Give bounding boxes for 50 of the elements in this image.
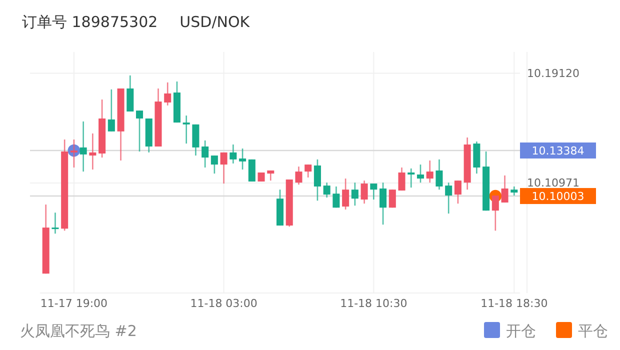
candlestick (52, 212, 59, 234)
x-tick-label: 11-18 03:00 (190, 296, 258, 310)
candlestick (510, 186, 518, 196)
chart-title: 订单号 189875302 (22, 13, 158, 31)
candlestick (230, 144, 237, 164)
ref-line-label: 10.13384 (532, 144, 584, 158)
candlestick (239, 148, 246, 170)
legend-label: 平仓 (578, 322, 608, 340)
candlestick (192, 124, 200, 156)
candlestick (89, 132, 96, 170)
candlestick (360, 180, 368, 204)
candlestick (370, 182, 378, 200)
candlestick (136, 110, 144, 152)
candlestick (426, 160, 434, 184)
text: 火凤凰不死鸟 #2 (20, 322, 137, 340)
legend-label: 开仓 (506, 322, 536, 340)
candlestick (304, 164, 312, 178)
candlestick (108, 88, 115, 132)
candlestick (323, 182, 330, 198)
y-tick-label: 10.19120 (527, 66, 580, 80)
candlestick (164, 82, 172, 106)
candlestick (126, 74, 134, 112)
chart-subtitle: USD/NOK (180, 13, 251, 31)
candlestick (454, 180, 462, 204)
candlestick (210, 154, 218, 174)
x-tick-label: 11-18 10:30 (340, 296, 408, 310)
candlestick (492, 194, 499, 232)
y-tick-label: 10.10971 (527, 176, 580, 190)
x-tick-label: 11-17 19:00 (40, 296, 108, 310)
candlestick (436, 158, 443, 190)
candlestick (501, 174, 508, 204)
candlestick (398, 166, 406, 192)
candlestick (202, 140, 209, 168)
candlestick (295, 166, 302, 186)
candlestick (342, 178, 350, 210)
candlestick (332, 186, 340, 208)
candlestick (416, 164, 424, 184)
candlestick (445, 182, 452, 214)
candlestick (70, 138, 78, 168)
candlestick (220, 152, 228, 184)
candlestick (314, 158, 321, 202)
candlestick (351, 182, 358, 206)
candlestick (80, 120, 87, 172)
x-tick-label: 11-18 18:30 (480, 296, 548, 310)
candlestick (182, 114, 190, 144)
candlestick (388, 188, 396, 208)
candlestick (473, 140, 480, 174)
ref-line-label: 10.10003 (532, 190, 584, 204)
candlestick (380, 182, 387, 226)
candlestick (408, 168, 415, 188)
